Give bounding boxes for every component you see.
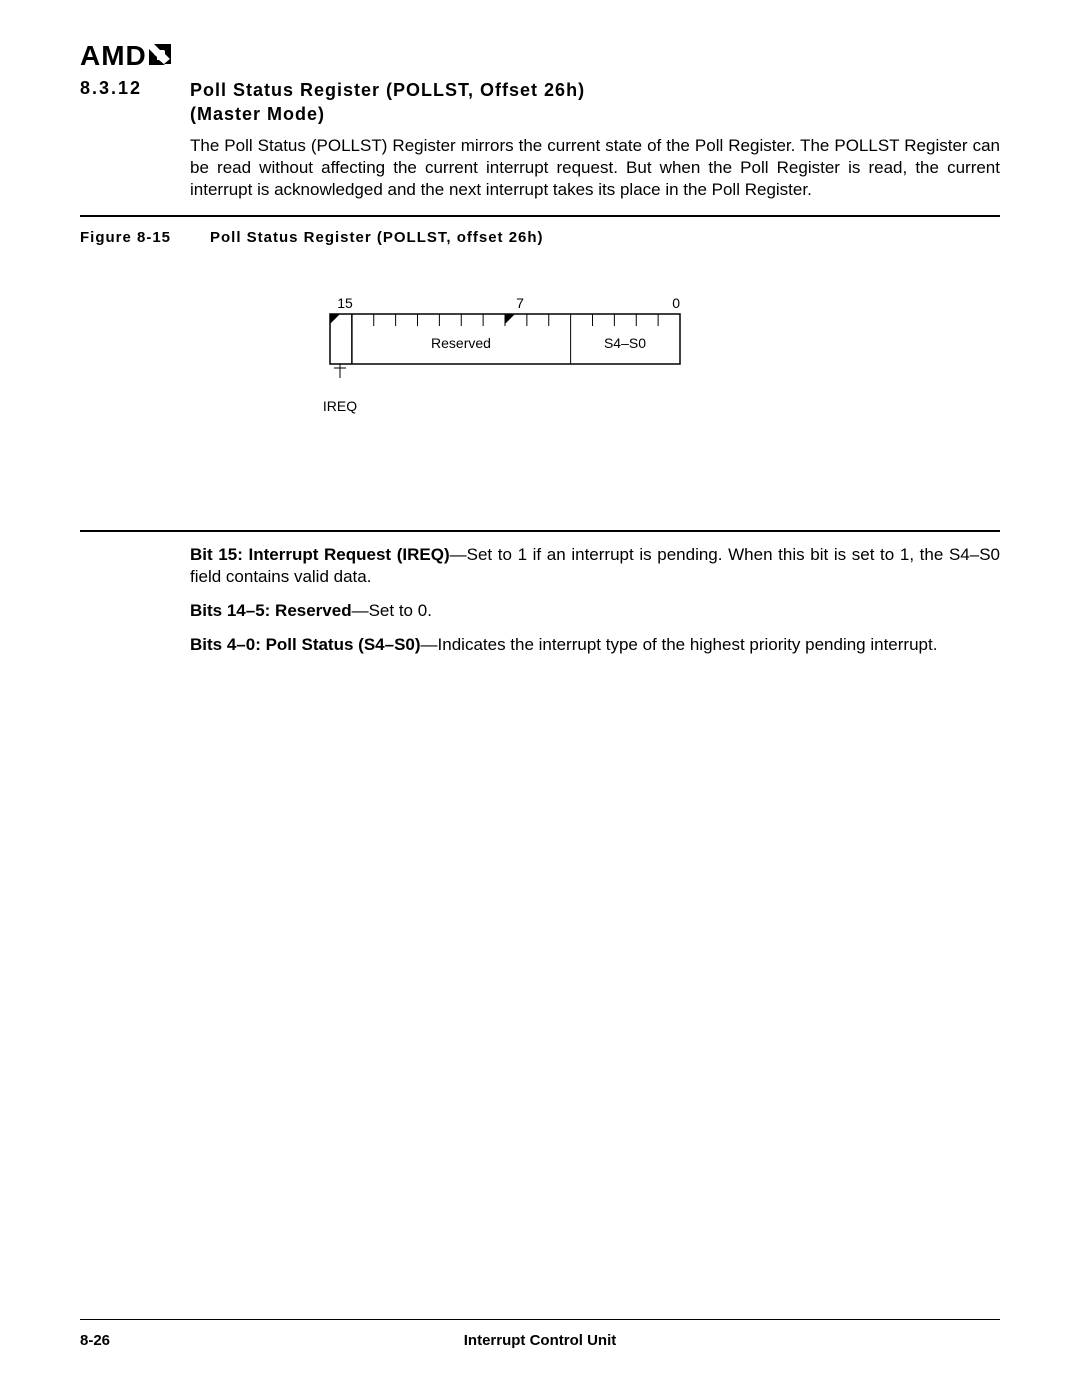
bit-label-7: 7 [516, 295, 524, 311]
footer-chapter-title: Interrupt Control Unit [80, 1332, 1000, 1349]
divider-top [80, 215, 1000, 217]
bit-desc-4-0-bold: Bits 4–0: Poll Status (S4–S0) [190, 635, 421, 654]
section-title: Poll Status Register (POLLST, Offset 26h… [190, 78, 585, 127]
register-svg: 15 7 0 [80, 286, 1000, 516]
figure-caption: Figure 8-15 Poll Status Register (POLLST… [80, 229, 1000, 246]
divider-bottom [80, 530, 1000, 532]
amd-arrow-icon [148, 43, 172, 65]
document-page: AMD 8.3.12 Poll Status Register (POLLST,… [0, 0, 1080, 1397]
intro-paragraph: The Poll Status (POLLST) Register mirror… [190, 135, 1000, 201]
section-number: 8.3.12 [80, 78, 190, 99]
bit-label-0: 0 [672, 295, 680, 311]
section-title-line2: (Master Mode) [190, 104, 325, 124]
section-title-line1: Poll Status Register (POLLST, Offset 26h… [190, 80, 585, 100]
page-footer: 8-26 Interrupt Control Unit [80, 1319, 1000, 1349]
bit-desc-4-0: Bits 4–0: Poll Status (S4–S0)—Indicates … [190, 634, 1000, 656]
ireq-label: IREQ [323, 398, 357, 414]
amd-logo: AMD [80, 40, 1000, 72]
bit-desc-14-5: Bits 14–5: Reserved—Set to 0. [190, 600, 1000, 622]
logo-text: AMD [80, 40, 147, 71]
figure-caption-text: Poll Status Register (POLLST, offset 26h… [210, 229, 544, 246]
bit-desc-14-5-bold: Bits 14–5: Reserved [190, 601, 352, 620]
bit-desc-14-5-rest: —Set to 0. [352, 601, 432, 620]
figure-label: Figure 8-15 [80, 229, 210, 246]
register-diagram: 15 7 0 [80, 286, 1000, 516]
bit-desc-4-0-rest: —Indicates the interrupt type of the hig… [421, 635, 938, 654]
field-reserved: Reserved [431, 335, 491, 351]
section-heading: 8.3.12 Poll Status Register (POLLST, Off… [80, 78, 1000, 127]
field-s4s0: S4–S0 [604, 335, 646, 351]
bit-desc-15: Bit 15: Interrupt Request (IREQ)—Set to … [190, 544, 1000, 588]
bit-label-15: 15 [337, 295, 353, 311]
bit-desc-15-bold: Bit 15: Interrupt Request (IREQ) [190, 545, 450, 564]
